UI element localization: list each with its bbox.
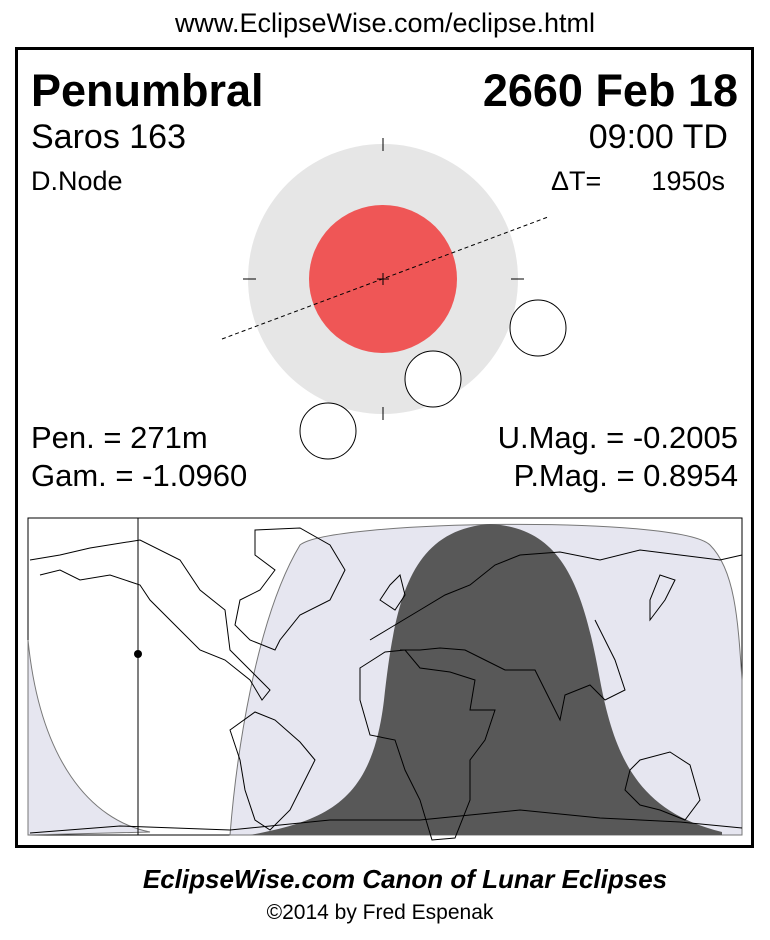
- coastlines: [29, 527, 743, 841]
- moon-first-contact: [299, 402, 357, 460]
- node-label: D.Node: [31, 166, 123, 196]
- eclipse-time: 09:00 TD: [588, 118, 728, 156]
- axis-ticks: [243, 138, 524, 420]
- delta-t-label: ΔT=: [551, 166, 602, 196]
- moon-path-line: [221, 216, 549, 340]
- source-url: www.EclipseWise.com/eclipse.html: [174, 8, 596, 38]
- gamma-value: Gam. = -1.0960: [31, 458, 248, 493]
- moon-greatest-eclipse: [404, 350, 462, 408]
- delta-t-value: 1950s: [651, 166, 725, 196]
- visibility-map: [27, 517, 743, 841]
- moon-last-contact: [509, 299, 567, 357]
- saros-number: Saros 163: [31, 118, 186, 156]
- eclipse-date: 2660 Feb 18: [482, 65, 738, 116]
- eclipse-type: Penumbral: [31, 65, 264, 116]
- penumbral-magnitude: P.Mag. = 0.8954: [513, 458, 738, 493]
- footer-title: EclipseWise.com Canon of Lunar Eclipses: [142, 864, 668, 894]
- umbral-magnitude: U.Mag. = -0.2005: [497, 420, 738, 455]
- penumbral-duration: Pen. = 271m: [31, 420, 208, 455]
- penumbral-visibility-zone-west: [27, 639, 151, 836]
- footer-copyright: ©2014 by Fred Espenak: [266, 901, 494, 924]
- sub-lunar-point-marker: [134, 650, 142, 658]
- eclipse-panel: [15, 47, 754, 848]
- full-visibility-zone: [250, 524, 722, 835]
